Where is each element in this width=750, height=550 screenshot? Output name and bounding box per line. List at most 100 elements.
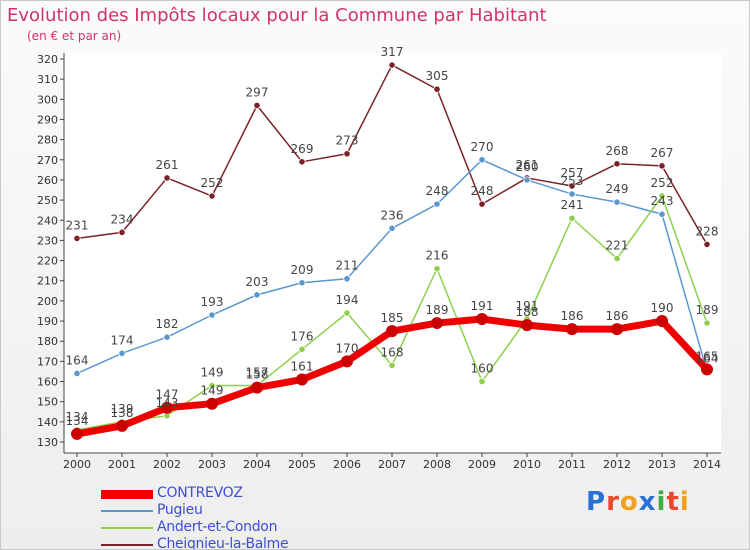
data-label-andert-et-condon-2002: 143: [156, 396, 179, 410]
data-label-contrevoz-2008: 189: [426, 303, 449, 317]
legend-swatch-cheignieu-la-balme: [101, 544, 153, 546]
data-label-andert-et-condon-2008: 216: [426, 249, 449, 263]
data-label-contrevoz-2012: 186: [606, 309, 629, 323]
data-label-pugieu-2005: 209: [291, 263, 314, 277]
x-tick-label-2007: 2007: [378, 458, 406, 471]
point-contrevoz-2009: [476, 313, 488, 326]
point-contrevoz-2012: [611, 323, 623, 336]
data-label-contrevoz-2014: 165: [696, 349, 719, 363]
data-label-cheignieu-la-balme-2006: 273: [336, 134, 359, 148]
data-label-cheignieu-la-balme-2003: 252: [201, 176, 224, 190]
point-contrevoz-2013: [656, 315, 668, 328]
data-label-andert-et-condon-2009: 160: [471, 362, 494, 376]
y-tick-label-130: 130: [37, 436, 58, 449]
data-label-contrevoz-2004: 158: [246, 368, 269, 382]
data-label-pugieu-2002: 182: [156, 317, 179, 331]
point-pugieu-2002: [163, 333, 171, 341]
point-cheignieu-la-balme-2003: [208, 192, 216, 200]
y-tick-label-200: 200: [37, 295, 58, 308]
data-label-contrevoz-2013: 190: [651, 301, 674, 315]
point-cheignieu-la-balme-2014: [703, 240, 711, 249]
x-tick-label-2008: 2008: [423, 458, 451, 471]
data-label-cheignieu-la-balme-2002: 261: [156, 158, 179, 172]
data-label-pugieu-2013: 243: [651, 194, 674, 208]
y-tick-label-170: 170: [37, 355, 58, 368]
data-label-contrevoz-2011: 186: [561, 309, 584, 323]
legend-label-pugieu: Pugieu: [157, 502, 203, 518]
data-label-contrevoz-2010: 188: [516, 305, 539, 319]
data-label-andert-et-condon-2013: 252: [651, 176, 674, 190]
point-andert-et-condon-2009: [478, 377, 486, 386]
y-tick-label-250: 250: [37, 194, 58, 207]
y-tick-label-190: 190: [37, 315, 58, 328]
chart-title: Evolution des Impôts locaux pour la Comm…: [7, 5, 547, 26]
point-contrevoz-2008: [431, 317, 443, 330]
data-label-contrevoz-2003: 149: [201, 384, 224, 398]
point-pugieu-2013: [658, 210, 666, 218]
x-tick-label-2011: 2011: [558, 458, 586, 471]
point-cheignieu-la-balme-2000: [73, 234, 81, 243]
data-label-andert-et-condon-2004: 157: [246, 366, 269, 380]
data-label-andert-et-condon-2000: 134: [66, 410, 89, 424]
data-label-andert-et-condon-2001: 139: [111, 402, 134, 416]
point-contrevoz-2005: [296, 373, 308, 386]
data-label-pugieu-2003: 193: [201, 295, 224, 309]
data-label-andert-et-condon-2012: 221: [606, 239, 629, 253]
data-label-cheignieu-la-balme-2007: 317: [381, 45, 404, 59]
legend-label-andert-et-condon: Andert-et-Condon: [157, 519, 278, 535]
point-cheignieu-la-balme-2004: [253, 101, 261, 109]
data-label-cheignieu-la-balme-2001: 234: [111, 212, 134, 226]
data-label-cheignieu-la-balme-2004: 297: [246, 85, 269, 99]
y-tick-label-220: 220: [37, 255, 58, 268]
point-cheignieu-la-balme-2012: [613, 160, 621, 168]
point-contrevoz-2010: [521, 319, 533, 332]
point-cheignieu-la-balme-2002: [163, 174, 171, 182]
data-label-cheignieu-la-balme-2013: 267: [651, 146, 674, 160]
data-label-andert-et-condon-2006: 194: [336, 293, 359, 307]
point-pugieu-2005: [298, 279, 306, 287]
data-label-contrevoz-2005: 161: [291, 360, 314, 374]
data-label-cheignieu-la-balme-2008: 305: [426, 69, 449, 83]
point-pugieu-2010: [523, 176, 531, 184]
data-label-contrevoz-2007: 185: [381, 311, 404, 325]
point-cheignieu-la-balme-2005: [298, 158, 306, 166]
data-label-contrevoz-2001: 138: [111, 406, 134, 420]
point-pugieu-2007: [388, 224, 396, 232]
x-tick-label-2005: 2005: [288, 458, 316, 471]
x-tick-label-2006: 2006: [333, 458, 361, 471]
x-tick-label-2009: 2009: [468, 458, 496, 471]
x-tick-label-2001: 2001: [108, 458, 136, 471]
y-tick-label-230: 230: [37, 234, 58, 247]
legend-swatch-andert-et-condon: [101, 527, 153, 529]
y-tick-label-300: 300: [37, 93, 58, 106]
data-label-pugieu-2004: 203: [246, 275, 269, 289]
point-contrevoz-2001: [116, 419, 128, 432]
point-contrevoz-2014: [701, 363, 713, 376]
data-label-pugieu-2007: 236: [381, 208, 404, 222]
proxiti-logo: Proxiti: [586, 487, 690, 517]
point-contrevoz-2011: [566, 323, 578, 336]
data-label-andert-et-condon-2007: 168: [381, 345, 404, 359]
point-cheignieu-la-balme-2008: [433, 85, 441, 93]
point-pugieu-2006: [343, 275, 351, 283]
x-tick-label-2013: 2013: [648, 458, 676, 471]
x-tick-label-2000: 2000: [63, 458, 91, 471]
point-pugieu-2009: [478, 156, 486, 164]
legend-swatch-pugieu: [101, 510, 153, 512]
data-label-cheignieu-la-balme-2011: 257: [561, 166, 584, 180]
data-label-pugieu-2001: 174: [111, 333, 134, 347]
data-label-pugieu-2011: 253: [561, 174, 584, 188]
x-tick-label-2004: 2004: [243, 458, 271, 471]
point-pugieu-2004: [253, 291, 261, 299]
legend-label-contrevoz: CONTREVOZ: [157, 485, 243, 501]
data-label-pugieu-2009: 270: [471, 140, 494, 154]
data-label-pugieu-2008: 248: [426, 184, 449, 198]
point-andert-et-condon-2011: [568, 214, 576, 222]
point-contrevoz-2002: [161, 401, 173, 414]
data-label-cheignieu-la-balme-2009: 248: [471, 184, 494, 198]
point-contrevoz-2003: [206, 397, 218, 410]
legend-swatch-contrevoz: [101, 489, 153, 499]
data-label-pugieu-2000: 164: [66, 353, 89, 367]
data-label-contrevoz-2002: 147: [156, 388, 179, 402]
